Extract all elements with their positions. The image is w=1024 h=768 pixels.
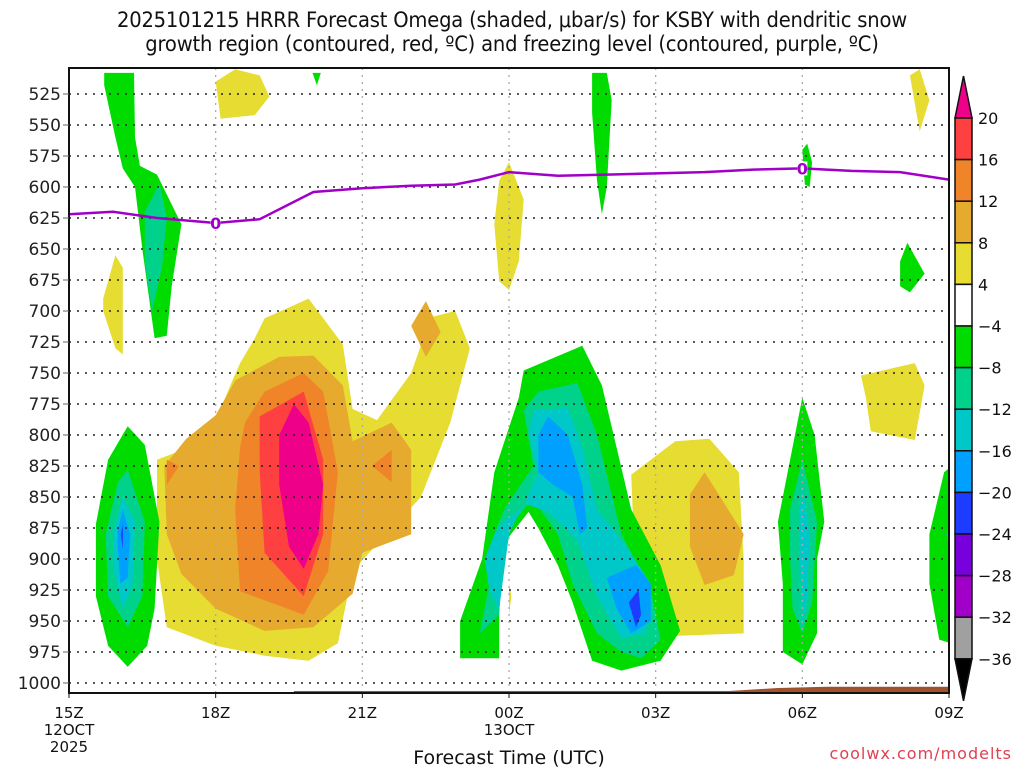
x-tick-date: 13OCT — [484, 721, 535, 739]
y-tick-label: 750 — [29, 364, 61, 384]
omega-sinking-4-8-09z — [929, 468, 949, 643]
y-tick-label: 550 — [29, 116, 61, 136]
x-tick-label: 18Z — [201, 704, 230, 722]
colorbar-band — [954, 200, 973, 244]
colorbar-tick-label: 12 — [978, 192, 998, 211]
colorbar-tick-label: −12 — [978, 400, 1012, 419]
colorbar-tick-label: −8 — [978, 359, 1002, 378]
x-tick-label: 21Z — [348, 704, 377, 722]
x-tick-label: 15Z — [54, 704, 83, 722]
ground-terrain — [69, 686, 949, 693]
omega-rising-4-8-top — [215, 69, 270, 119]
colorbar-tick-label: 4 — [978, 275, 988, 294]
omega-sinking-16-20-00z-upper — [538, 416, 588, 535]
x-tick-label: 00Z — [494, 704, 523, 722]
y-tick-label: 900 — [29, 550, 61, 570]
y-tick-label: 800 — [29, 426, 61, 446]
colorbar-band — [954, 408, 973, 452]
omega-sinking-20-24-16z — [120, 524, 123, 550]
colorbar-arrow-bottom — [954, 658, 973, 701]
colorbar-band — [954, 533, 973, 577]
colorbar-tick-label: −4 — [978, 317, 1002, 336]
colorbar-band — [954, 574, 973, 618]
omega-rising-4-8-07z — [861, 363, 925, 440]
omega-sinking-20-24-02z — [628, 590, 641, 628]
credit-text[interactable]: coolwx.com/modelts — [830, 744, 1012, 763]
colorbar-legend: 20 16 12 8 4 −4 −8 −12 −16 −20 −24 −28 −32 −36 — [954, 75, 1012, 701]
y-tick-label: 650 — [29, 240, 61, 260]
omega-rising-8-12-03z — [689, 472, 744, 585]
colorbar-tick-label: −24 — [978, 525, 1012, 544]
omega-rising-4-8-small — [103, 255, 123, 355]
x-axis-label: Forecast Time (UTC) — [413, 747, 604, 768]
colorbar-arrow-top — [954, 75, 973, 119]
omega-sinking-4-8-top-left — [104, 72, 182, 339]
x-tick-label: 09Z — [934, 704, 963, 722]
y-tick-label: 975 — [29, 643, 61, 663]
y-tick-label: 1000 — [18, 674, 61, 694]
colorbar-tick-label: −32 — [978, 608, 1012, 627]
colorbar-band — [954, 450, 973, 494]
colorbar-tick-label: −20 — [978, 483, 1012, 502]
colorbar-band — [954, 158, 973, 202]
y-tick-label: 700 — [29, 302, 61, 322]
x-tick-date: 12OCT — [44, 721, 95, 739]
colorbar-tick-label: 8 — [978, 234, 988, 253]
omega-sinking-8-12-top-left — [144, 183, 167, 311]
y-tick-label: 625 — [29, 209, 61, 229]
freezing-level-label: 0 — [210, 214, 221, 233]
colorbar-band — [954, 616, 973, 660]
grid-lines — [69, 68, 949, 693]
y-tick-label: 875 — [29, 519, 61, 539]
x-tick-label: 03Z — [641, 704, 670, 722]
freezing-level-label: 0 — [797, 159, 808, 178]
omega-sinking-4-8-07z — [900, 242, 925, 293]
freezing-level-line — [69, 167, 949, 225]
omega-sinking-4-8-02z — [592, 72, 612, 215]
colorbar-tick-label: 20 — [978, 109, 998, 128]
x-tick-year: 2025 — [50, 738, 88, 756]
colorbar-tick-label: 16 — [978, 151, 998, 170]
y-tick-label: 675 — [29, 271, 61, 291]
colorbar-tick-label: −28 — [978, 567, 1012, 586]
colorbar-band — [954, 491, 973, 535]
omega-sinking-12-16-06z — [799, 484, 810, 628]
colorbar-tick-label: −36 — [978, 650, 1012, 669]
freezing-label-bg — [210, 215, 221, 230]
colorbar-tick-label: −16 — [978, 442, 1012, 461]
y-tick-label: 825 — [29, 457, 61, 477]
terrain-fill — [69, 686, 949, 693]
y-tick-label: 850 — [29, 488, 61, 508]
y-tick-label: 725 — [29, 333, 61, 353]
omega-rising-4-8-top-right — [909, 69, 930, 132]
omega-shaded-field — [95, 69, 949, 671]
x-tick-label: 06Z — [788, 704, 817, 722]
y-tick-label: 575 — [29, 147, 61, 167]
omega-rising-sliver-00z — [509, 583, 512, 615]
chart-title-line1: 2025101215 HRRR Forecast Omega (shaded, … — [116, 8, 908, 32]
omega-rising-8-12-small — [411, 301, 441, 357]
colorbar-band — [954, 366, 973, 410]
colorbar-band — [954, 117, 973, 161]
colorbar-band — [954, 242, 973, 286]
omega-rising-4-8-sliver — [494, 162, 524, 290]
y-tick-label: 950 — [29, 612, 61, 632]
omega-rising-gt20 — [279, 404, 324, 569]
y-tick-label: 775 — [29, 395, 61, 415]
y-tick-label: 600 — [29, 178, 61, 198]
colorbar-band — [954, 283, 973, 327]
y-axis-ticks: 525 550 575 600 625 650 675 700 725 750 775 800 825 8… — [18, 85, 69, 694]
y-tick-label: 925 — [29, 581, 61, 601]
y-tick-label: 525 — [29, 85, 61, 105]
colorbar-band — [954, 325, 973, 369]
chart-title-line2: growth region (contoured, red, ºC) and f… — [145, 32, 879, 56]
omega-sinking-12-16-small — [494, 559, 500, 609]
freezing-level-contour: 00 — [69, 159, 949, 233]
freezing-label-bg — [797, 161, 808, 176]
omega-sinking-top-20z — [312, 72, 321, 86]
omega-rising-12-16-small — [166, 459, 179, 485]
